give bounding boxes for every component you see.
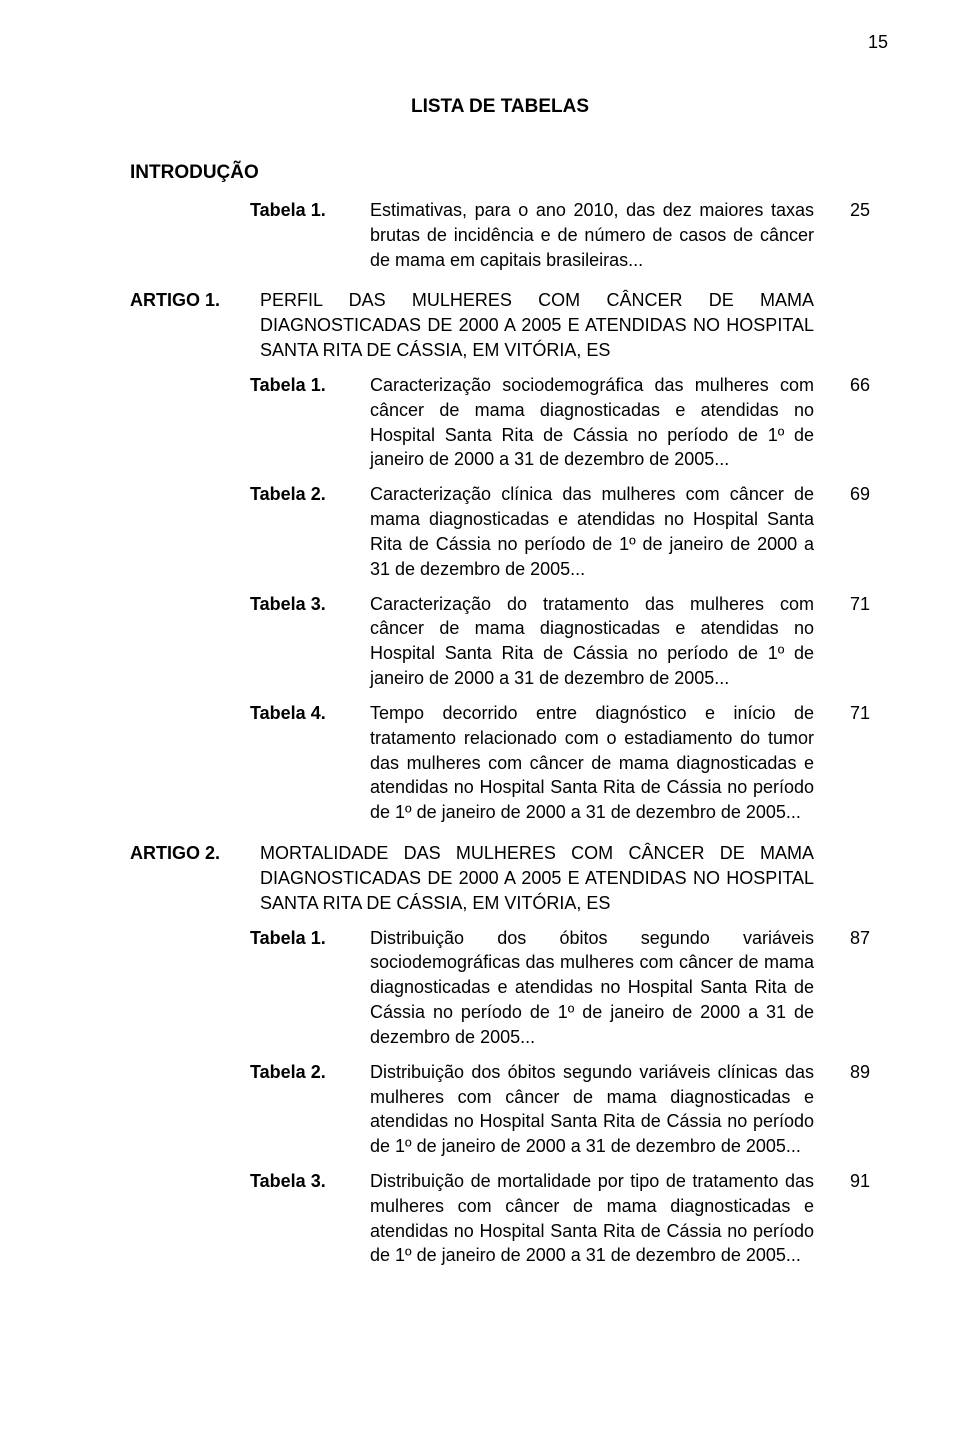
tabela-label: Tabela 1.: [250, 926, 370, 951]
table-row: Tabela 3. Caracterização do tratamento d…: [250, 592, 870, 691]
artigo1-tabelas: Tabela 1. Caracterização sociodemográfic…: [130, 373, 870, 825]
tabela-page: 69: [832, 482, 870, 507]
tabela-label: Tabela 3.: [250, 592, 370, 617]
artigo2-block: ARTIGO 2. MORTALIDADE DAS MULHERES COM C…: [130, 841, 870, 1268]
tabela-page: 71: [832, 592, 870, 617]
tabela-text: Estimativas, para o ano 2010, das dez ma…: [370, 198, 832, 272]
artigo1-block: ARTIGO 1. PERFIL DAS MULHERES COM CÂNCER…: [130, 288, 870, 825]
tabela-label: Tabela 2.: [250, 1060, 370, 1085]
page: 15 LISTA DE TABELAS INTRODUÇÃO Tabela 1.…: [0, 0, 960, 1454]
tabela-text: Distribuição de mortalidade por tipo de …: [370, 1169, 832, 1268]
tabela-label: Tabela 4.: [250, 701, 370, 726]
tabela-page: 89: [832, 1060, 870, 1085]
table-row: Tabela 1. Distribuição dos óbitos segund…: [250, 926, 870, 1050]
table-row: Tabela 1. Caracterização sociodemográfic…: [250, 373, 870, 472]
artigo2-tabelas: Tabela 1. Distribuição dos óbitos segund…: [130, 926, 870, 1269]
tabela-page: 71: [832, 701, 870, 726]
artigo1-label: ARTIGO 1.: [130, 288, 260, 313]
introducao-tabelas: Tabela 1. Estimativas, para o ano 2010, …: [130, 198, 870, 272]
tabela-page: 87: [832, 926, 870, 951]
tabela-page: 91: [832, 1169, 870, 1194]
tabela-label: Tabela 3.: [250, 1169, 370, 1194]
tabela-text: Distribuição dos óbitos segundo variávei…: [370, 1060, 832, 1159]
page-number: 15: [868, 32, 888, 53]
tabela-text: Caracterização do tratamento das mulhere…: [370, 592, 832, 691]
tabela-label: Tabela 1.: [250, 198, 370, 223]
table-row: Tabela 2. Caracterização clínica das mul…: [250, 482, 870, 581]
tabela-text: Caracterização clínica das mulheres com …: [370, 482, 832, 581]
table-row: Tabela 4. Tempo decorrido entre diagnóst…: [250, 701, 870, 825]
table-row: Tabela 2. Distribuição dos óbitos segund…: [250, 1060, 870, 1159]
table-row: Tabela 1. Estimativas, para o ano 2010, …: [250, 198, 870, 272]
tabela-text: Caracterização sociodemográfica das mulh…: [370, 373, 832, 472]
tabela-text: Tempo decorrido entre diagnóstico e iníc…: [370, 701, 832, 825]
artigo2-title: MORTALIDADE DAS MULHERES COM CÂNCER DE M…: [260, 841, 870, 915]
tabela-page: 25: [832, 198, 870, 223]
tabela-label: Tabela 1.: [250, 373, 370, 398]
artigo1-title-row: ARTIGO 1. PERFIL DAS MULHERES COM CÂNCER…: [130, 288, 870, 362]
main-title: LISTA DE TABELAS: [130, 96, 870, 118]
artigo1-title: PERFIL DAS MULHERES COM CÂNCER DE MAMA D…: [260, 288, 870, 362]
tabela-page: 66: [832, 373, 870, 398]
artigo2-label: ARTIGO 2.: [130, 841, 260, 866]
table-row: Tabela 3. Distribuição de mortalidade po…: [250, 1169, 870, 1268]
tabela-text: Distribuição dos óbitos segundo variávei…: [370, 926, 832, 1050]
artigo2-title-row: ARTIGO 2. MORTALIDADE DAS MULHERES COM C…: [130, 841, 870, 915]
introducao-heading: INTRODUÇÃO: [130, 162, 870, 184]
tabela-label: Tabela 2.: [250, 482, 370, 507]
